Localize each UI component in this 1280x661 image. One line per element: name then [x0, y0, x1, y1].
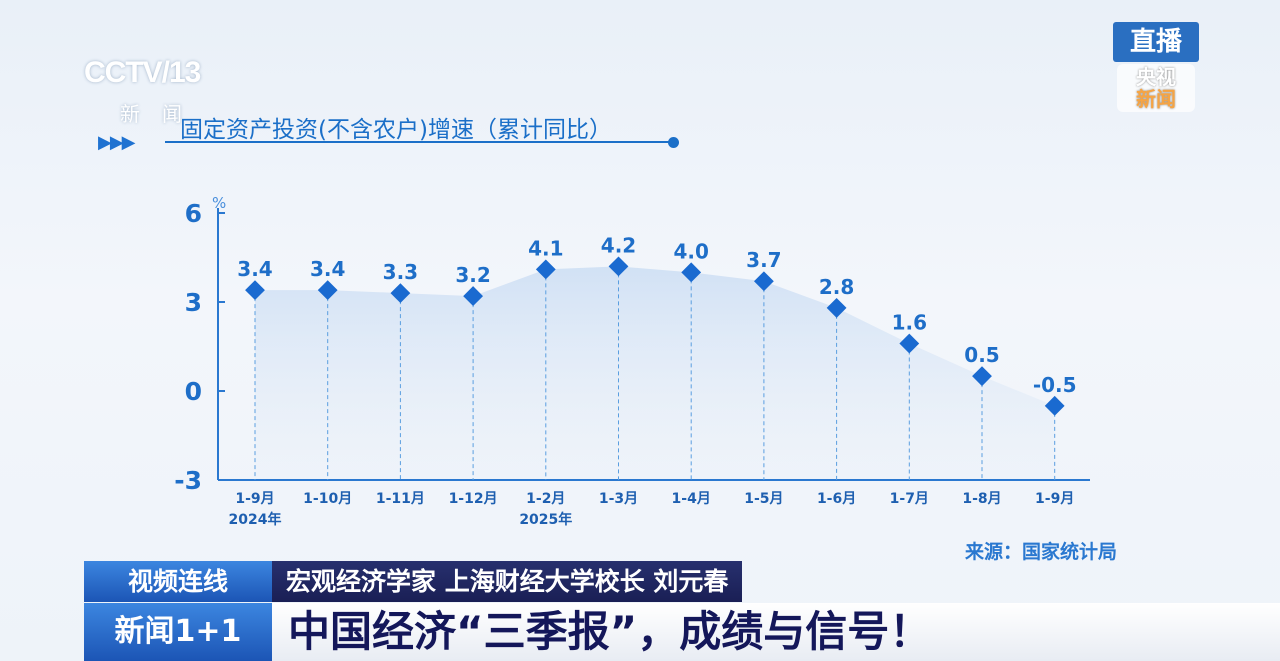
- lower-third-bottom: 新闻1+1 中国经济“三季报”，成绩与信号！: [84, 603, 1280, 661]
- data-point: [317, 280, 338, 301]
- x-tick-label: 1-9月: [1035, 491, 1074, 507]
- x-tick-label: 1-7月: [890, 491, 929, 507]
- y-tick-label: 3: [185, 288, 202, 317]
- data-point: [899, 333, 920, 354]
- y-tick-label: 6: [185, 199, 202, 228]
- data-label: 3.4: [310, 257, 345, 281]
- data-point: [390, 283, 411, 303]
- data-point: [245, 280, 265, 301]
- year-label: 2025年: [519, 511, 572, 528]
- y-unit: %: [212, 194, 226, 212]
- data-point: [681, 262, 702, 283]
- x-tick-label: 1-2月: [526, 491, 565, 507]
- data-point: [826, 298, 847, 318]
- y-tick-label: 0: [185, 377, 202, 406]
- data-label: -0.5: [1033, 373, 1077, 397]
- x-tick-label: 1-5月: [744, 491, 783, 507]
- headline: 中国经济“三季报”，成绩与信号！: [272, 603, 1280, 661]
- x-tick-label: 1-4月: [672, 491, 711, 507]
- data-label: 3.3: [383, 260, 418, 284]
- x-tick-label: 1-12月: [449, 491, 498, 507]
- chart-title: 固定资产投资(不含农户)增速（累计同比）: [180, 117, 612, 143]
- data-label: 0.5: [964, 343, 999, 367]
- data-label: 3.7: [746, 248, 781, 272]
- area-fill: [255, 266, 1055, 480]
- live-badge-line2: 新闻: [1136, 87, 1176, 111]
- data-point: [1044, 395, 1065, 416]
- x-tick-label: 1-11月: [376, 491, 425, 507]
- title-dot: [668, 137, 679, 148]
- year-label: 2024年: [229, 511, 282, 528]
- program-label: 新闻1+1: [84, 603, 272, 661]
- data-point: [754, 271, 774, 292]
- data-label: 3.2: [455, 263, 490, 287]
- speaker-label: 宏观经济学家 上海财经大学校长 刘元春: [272, 561, 743, 602]
- data-label: 3.4: [237, 257, 272, 281]
- live-badge-bottom: 央视 新闻: [1117, 64, 1195, 112]
- data-label: 2.8: [819, 275, 854, 299]
- channel-sub: 新闻: [120, 102, 204, 126]
- cctv-logo: CCTV/13: [84, 56, 201, 89]
- data-point: [972, 366, 992, 387]
- lower-third-top: 视频连线 宏观经济学家 上海财经大学校长 刘元春: [84, 561, 743, 602]
- live-badge-line1: 央视: [1136, 65, 1176, 89]
- live-badge-top: 直播: [1113, 22, 1199, 62]
- data-label: 4.1: [528, 236, 563, 260]
- live-badge: 直播 央视 新闻: [1113, 22, 1199, 112]
- data-point: [535, 259, 556, 280]
- title-underline: [165, 141, 673, 143]
- x-tick-label: 1-8月: [962, 491, 1001, 507]
- x-tick-label: 1-3月: [599, 491, 638, 507]
- x-tick-label: 1-9月: [235, 491, 274, 507]
- tag-label: 视频连线: [84, 561, 272, 602]
- arrows-icon: ▶▶▶: [98, 132, 136, 153]
- y-tick-label: -3: [174, 466, 202, 495]
- data-label: 1.6: [892, 311, 927, 335]
- source-note: 来源：国家统计局: [965, 541, 1118, 563]
- data-label: 4.0: [673, 239, 708, 263]
- x-tick-label: 1-10月: [303, 491, 352, 507]
- data-point: [608, 256, 629, 277]
- data-point: [463, 286, 483, 306]
- data-label: 4.2: [601, 233, 636, 257]
- x-tick-label: 1-6月: [817, 491, 856, 507]
